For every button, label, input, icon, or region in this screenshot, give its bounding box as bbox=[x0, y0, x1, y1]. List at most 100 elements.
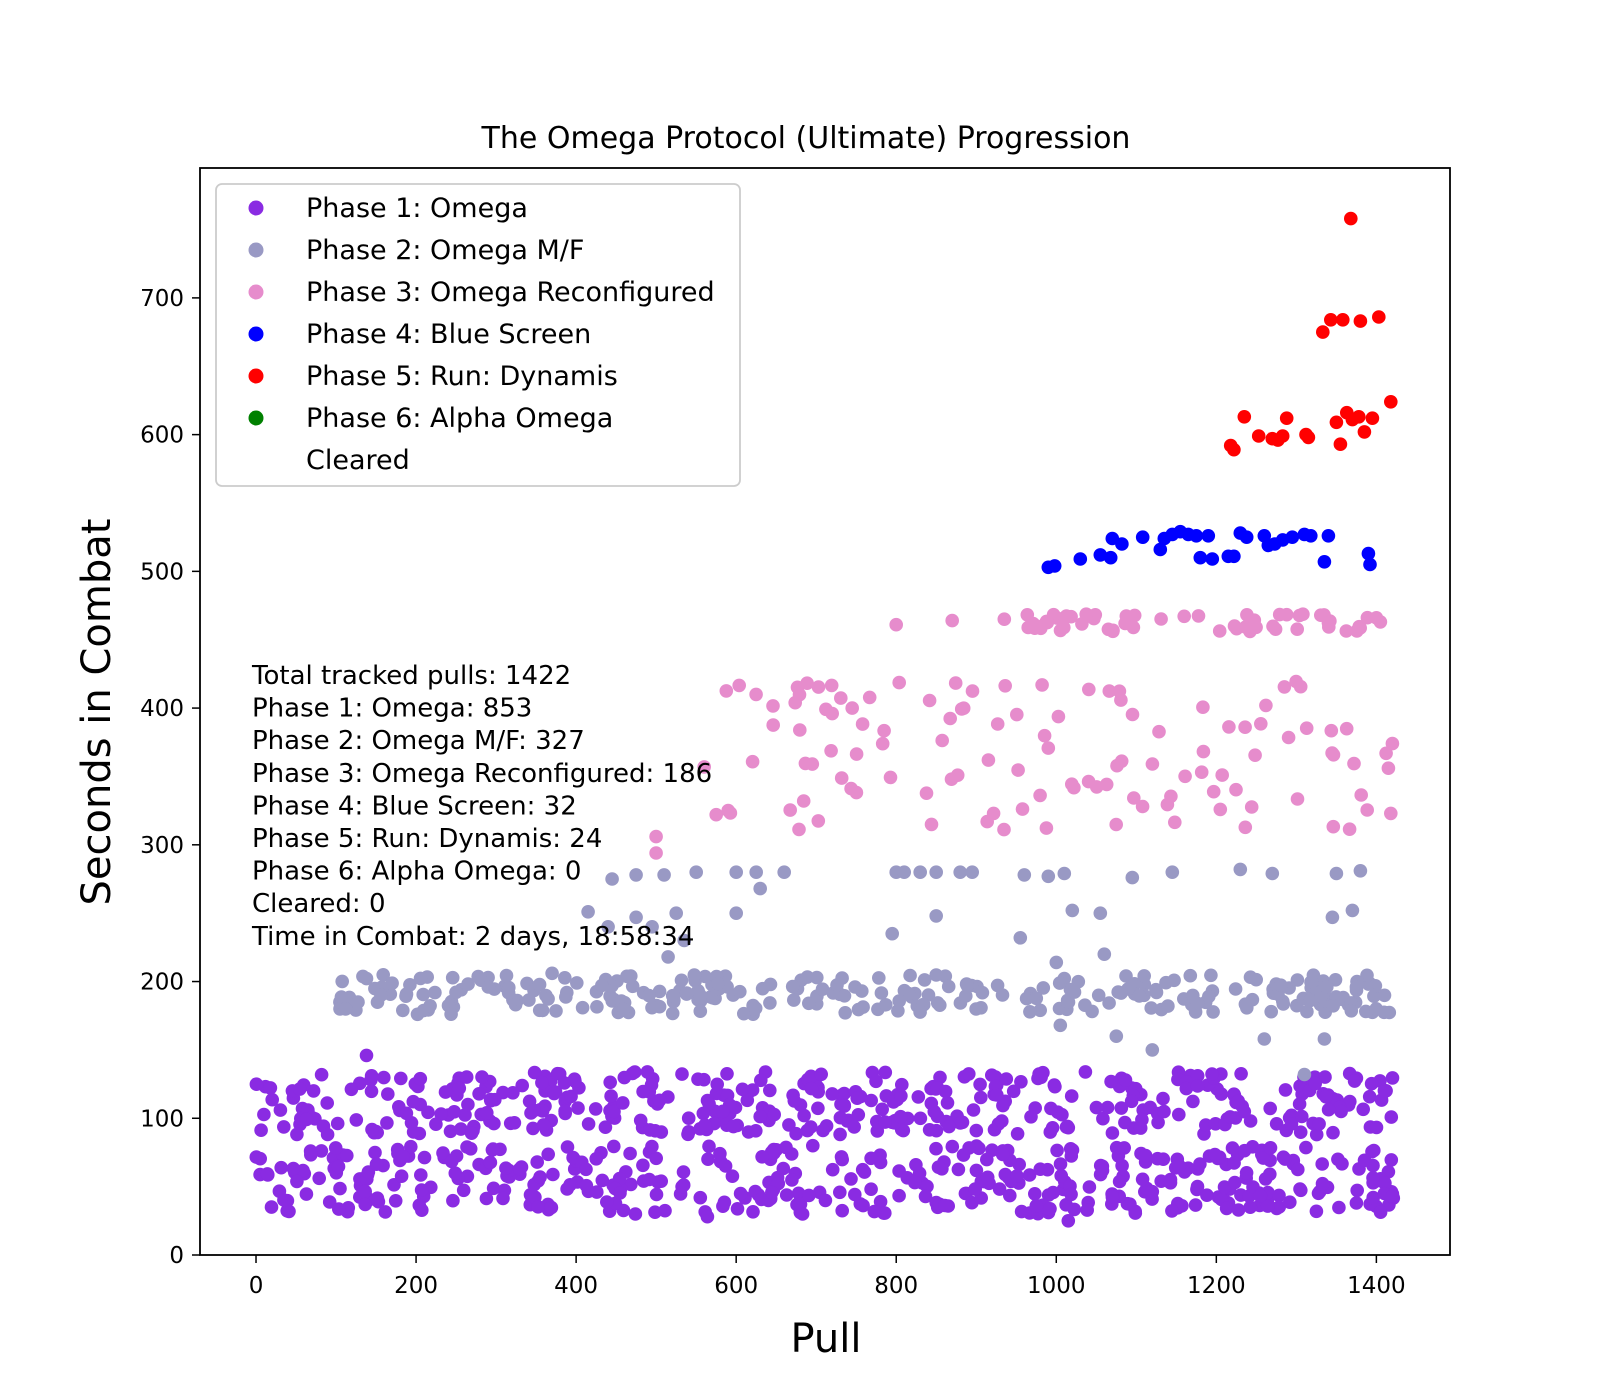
data-point bbox=[1043, 1202, 1057, 1216]
data-point bbox=[434, 1107, 448, 1121]
data-point bbox=[960, 978, 975, 993]
data-point bbox=[648, 1205, 662, 1219]
data-point bbox=[333, 1181, 347, 1196]
data-point bbox=[312, 1171, 327, 1186]
chart-title: The Omega Protocol (Ultimate) Progressio… bbox=[481, 121, 1131, 156]
data-point bbox=[864, 1182, 878, 1196]
data-point bbox=[429, 1117, 443, 1131]
stats-line: Phase 3: Omega Reconfigured: 186 bbox=[252, 759, 712, 789]
data-point bbox=[969, 1123, 984, 1138]
data-point bbox=[754, 1192, 769, 1207]
data-point bbox=[1053, 1157, 1068, 1171]
data-point bbox=[581, 905, 595, 919]
data-point bbox=[1297, 1067, 1312, 1082]
data-point bbox=[448, 1166, 463, 1180]
data-point bbox=[1334, 1104, 1348, 1119]
data-point bbox=[273, 1103, 288, 1117]
data-point bbox=[1023, 1005, 1037, 1019]
data-point bbox=[645, 1000, 659, 1015]
data-point bbox=[624, 969, 638, 983]
data-point bbox=[1333, 437, 1348, 452]
data-point bbox=[745, 754, 760, 769]
data-point bbox=[340, 1148, 354, 1163]
data-point bbox=[1377, 1083, 1392, 1098]
data-point bbox=[1109, 817, 1123, 832]
data-point bbox=[791, 1186, 806, 1201]
data-point bbox=[1061, 1214, 1076, 1228]
data-point bbox=[1190, 996, 1205, 1011]
data-point bbox=[579, 1162, 593, 1177]
data-point bbox=[1227, 549, 1241, 564]
data-point bbox=[855, 984, 869, 998]
data-point bbox=[901, 986, 916, 1001]
data-point bbox=[332, 1202, 346, 1216]
data-point bbox=[834, 691, 848, 705]
data-point bbox=[1078, 998, 1092, 1012]
data-point bbox=[1049, 955, 1064, 970]
data-point bbox=[1347, 756, 1361, 771]
data-point bbox=[1233, 862, 1248, 877]
data-point bbox=[438, 1085, 453, 1099]
legend-marker bbox=[248, 368, 264, 384]
data-point bbox=[1279, 411, 1294, 426]
data-point bbox=[735, 1082, 750, 1097]
data-point bbox=[1006, 1084, 1021, 1099]
data-point bbox=[1178, 769, 1192, 784]
data-point bbox=[1126, 620, 1141, 635]
data-point bbox=[804, 1069, 818, 1084]
data-point bbox=[883, 770, 898, 785]
data-point bbox=[1175, 1199, 1189, 1213]
data-point bbox=[380, 1116, 394, 1130]
data-point bbox=[1231, 1203, 1246, 1217]
data-point bbox=[616, 1096, 630, 1110]
data-point bbox=[506, 1086, 520, 1100]
data-point bbox=[369, 1157, 384, 1171]
x-axis: 0 200 400 600 800 1000 1200 1400 bbox=[249, 1255, 1406, 1299]
data-point bbox=[1097, 947, 1112, 961]
data-point bbox=[264, 1200, 279, 1214]
data-point bbox=[1044, 1101, 1058, 1116]
data-point bbox=[1104, 1074, 1118, 1089]
data-point bbox=[980, 1170, 995, 1185]
data-point bbox=[1079, 607, 1093, 621]
data-point bbox=[530, 1155, 544, 1169]
stats-line: Phase 5: Run: Dynamis: 24 bbox=[252, 824, 602, 854]
data-point bbox=[515, 1078, 529, 1093]
data-point bbox=[1238, 820, 1253, 835]
data-point bbox=[1326, 1125, 1340, 1140]
data-point bbox=[1272, 1200, 1286, 1214]
data-point bbox=[399, 987, 414, 1001]
data-point bbox=[1115, 537, 1129, 551]
data-point bbox=[913, 1005, 927, 1019]
data-point bbox=[729, 906, 743, 920]
data-point bbox=[848, 1187, 862, 1202]
data-point bbox=[1064, 1149, 1079, 1163]
data-point bbox=[1251, 429, 1266, 443]
data-point bbox=[472, 1087, 486, 1101]
data-point bbox=[436, 1146, 450, 1160]
data-point bbox=[1190, 1069, 1205, 1083]
data-point bbox=[1276, 1150, 1291, 1164]
data-point bbox=[1228, 1175, 1242, 1190]
data-point bbox=[849, 747, 864, 761]
data-point bbox=[624, 1177, 638, 1192]
legend-marker bbox=[248, 200, 264, 216]
data-point bbox=[995, 1147, 1010, 1162]
data-point bbox=[804, 1120, 818, 1134]
data-point bbox=[1186, 1094, 1200, 1109]
data-point bbox=[1259, 698, 1273, 713]
data-point bbox=[806, 1138, 820, 1153]
data-point bbox=[1024, 618, 1038, 633]
data-point bbox=[483, 1155, 498, 1170]
data-point bbox=[1112, 1174, 1127, 1189]
data-point bbox=[274, 1160, 289, 1175]
data-point bbox=[568, 1074, 582, 1088]
data-point bbox=[776, 1161, 791, 1176]
data-point bbox=[277, 1120, 291, 1134]
data-point bbox=[1020, 608, 1035, 622]
data-point bbox=[1117, 1141, 1131, 1155]
data-point bbox=[1238, 720, 1252, 734]
data-point bbox=[935, 733, 949, 748]
data-point bbox=[616, 1002, 631, 1017]
